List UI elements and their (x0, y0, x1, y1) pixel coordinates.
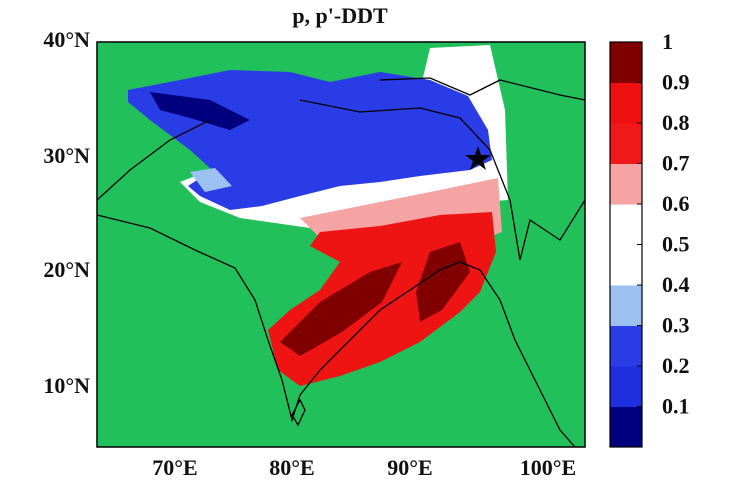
lon-label: 100°E (520, 455, 576, 480)
map-frame (96, 41, 586, 448)
colorbar-tick-label: 0.3 (662, 313, 690, 338)
lon-label: 80°E (269, 455, 314, 480)
colorbar-band (610, 42, 642, 83)
colorbar-band (610, 123, 642, 164)
colorbar-band (610, 204, 642, 245)
lon-label: 90°E (387, 455, 432, 480)
colorbar-band (610, 163, 642, 205)
colorbar-band (610, 244, 642, 286)
colorbar-tick-label: 0.1 (662, 394, 690, 419)
colorbar-band (610, 82, 642, 124)
region-light-blue (190, 168, 232, 192)
colorbar-band (610, 285, 642, 326)
lat-label: 10°N (43, 373, 90, 398)
station-star (465, 146, 491, 170)
colorbar-tick-label: 0.2 (662, 353, 690, 378)
colorbar-tick-label: 0.6 (662, 191, 690, 216)
colorbar-band (610, 325, 642, 367)
lat-label: 20°N (43, 257, 90, 282)
colorbar-tick-label: 0.4 (662, 272, 690, 297)
colorbar-tick-label: 0.7 (662, 151, 690, 176)
region-dark-red (416, 242, 470, 322)
lon-label: 70°E (152, 455, 197, 480)
colorbar-tick-label: 1 (662, 29, 673, 54)
title: p, p'-DDT (292, 3, 388, 28)
colorbar-tick-label: 0.8 (662, 110, 690, 135)
coastline (96, 77, 586, 448)
colorbar: 1 0.9 0.8 0.7 0.6 0.5 0.4 0.3 0.2 0.1 (609, 29, 690, 448)
region-dark-blue (150, 92, 250, 130)
colorbar-band (610, 406, 642, 448)
colorbar-tick-label: 0.9 (662, 70, 690, 95)
lat-label: 40°N (43, 27, 90, 52)
colorbar-band (610, 366, 642, 407)
lat-label: 30°N (43, 143, 90, 168)
map (96, 41, 586, 448)
region-dark-red (280, 262, 402, 356)
colorbar-tick-label: 0.5 (662, 232, 690, 257)
